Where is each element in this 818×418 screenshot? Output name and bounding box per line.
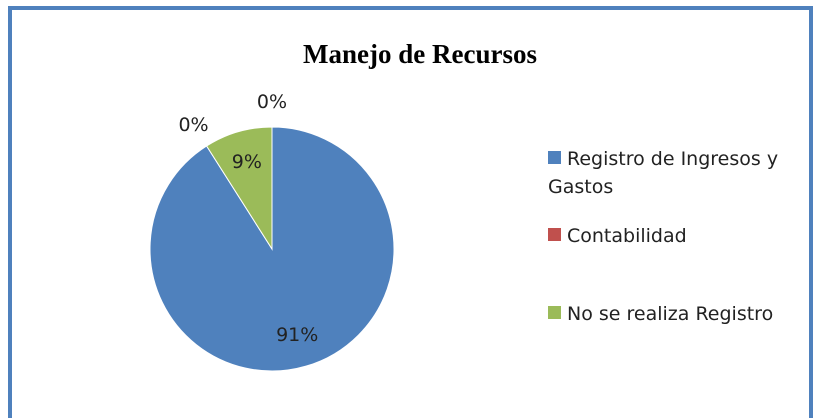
legend-label: Registro de Ingresos y Gastos xyxy=(548,148,779,198)
legend-label: No se realiza Registro xyxy=(567,303,774,325)
legend-item: Registro de Ingresos y Gastos xyxy=(548,145,810,201)
legend-item: No se realiza Registro xyxy=(548,300,810,328)
data-label: 9% xyxy=(232,151,262,173)
data-label: 0% xyxy=(178,114,208,136)
data-label: 0% xyxy=(257,91,287,113)
chart-title: Manejo de Recursos xyxy=(303,39,537,69)
frame xyxy=(8,6,813,418)
legend-swatch xyxy=(548,151,561,164)
legend-swatch xyxy=(548,228,561,241)
pie-slice xyxy=(205,126,273,251)
legend-item: Contabilidad xyxy=(548,222,810,250)
legend-swatch xyxy=(548,306,561,319)
data-label: 91% xyxy=(276,324,318,346)
legend-label: Contabilidad xyxy=(567,225,687,247)
